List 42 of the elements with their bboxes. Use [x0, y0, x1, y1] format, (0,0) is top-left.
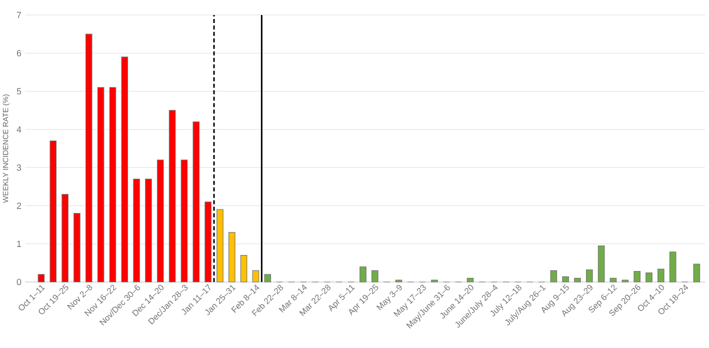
y-tick-label: 7	[16, 12, 22, 18]
bar	[693, 264, 700, 282]
bar	[574, 278, 581, 282]
bar	[85, 34, 92, 282]
y-tick-label: 2	[16, 202, 22, 209]
y-tick-label: 0	[16, 278, 22, 286]
y-tick-label: 6	[16, 50, 22, 56]
y-tick-label: 1	[17, 240, 22, 247]
bar	[204, 202, 212, 282]
y-tick-label: 5	[16, 88, 22, 94]
bar	[156, 160, 164, 282]
bar	[371, 270, 378, 282]
bar	[50, 140, 57, 282]
bar	[192, 121, 200, 282]
bar	[145, 178, 152, 282]
bar	[109, 87, 116, 282]
bar	[634, 271, 640, 282]
bar	[74, 213, 80, 282]
bar	[121, 56, 128, 282]
bar	[97, 87, 104, 282]
bar	[598, 245, 605, 282]
bar	[360, 266, 366, 282]
bar	[180, 160, 188, 282]
bar	[264, 274, 272, 282]
bar	[658, 268, 664, 282]
bar	[228, 232, 236, 282]
bar	[646, 272, 652, 282]
bar	[586, 269, 593, 282]
bar	[168, 110, 176, 282]
bar	[216, 209, 224, 282]
bar	[550, 270, 558, 282]
bar	[669, 252, 676, 282]
bar	[610, 278, 617, 282]
bar	[62, 194, 68, 282]
y-tick-label: 4	[16, 126, 22, 133]
y-tick-label: 3	[16, 164, 22, 171]
bar	[133, 178, 140, 282]
bar	[38, 274, 45, 282]
bar	[252, 270, 260, 282]
bar	[562, 276, 569, 282]
bar	[466, 278, 474, 282]
bar	[240, 255, 248, 282]
